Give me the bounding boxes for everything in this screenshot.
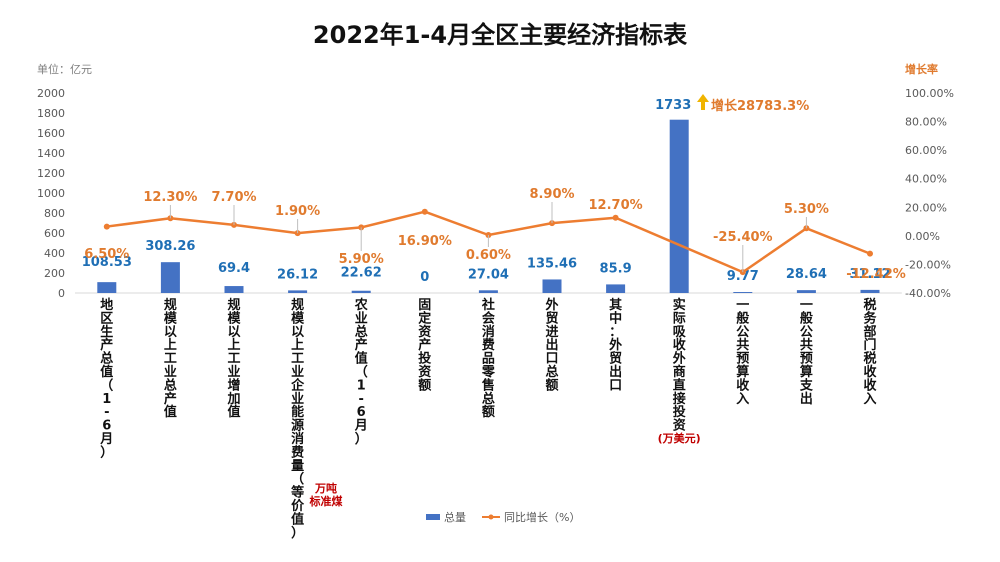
bar-value-label: 28.64 bbox=[786, 267, 827, 282]
up-arrow-icon bbox=[697, 94, 709, 110]
legend-line-marker bbox=[488, 514, 494, 520]
growth-value-label: -25.40% bbox=[713, 230, 773, 245]
legend: 总量 同比增长（%） bbox=[426, 510, 580, 524]
bars-group: 108.53 308.26 69.4 26.12 22.62 0 27.04 135.46 85… bbox=[82, 98, 891, 293]
category-label: 外贸进出口总额 bbox=[544, 297, 558, 393]
chart-title: 2022年1-4月全区主要经济指标表 bbox=[313, 21, 688, 49]
y2-axis-label: 增长率 bbox=[905, 62, 938, 76]
energy-unit-note: 标准煤 bbox=[309, 494, 344, 508]
fdi-growth-label: 增长28783.3% bbox=[711, 98, 809, 114]
growth-value-label: 5.30% bbox=[784, 202, 829, 217]
y-axis-unit-label: 单位：亿元 bbox=[37, 62, 92, 76]
category-label: 地区生产总值（ 1 -6 月） bbox=[99, 297, 113, 460]
y2-tick-label: 80.00% bbox=[905, 116, 947, 129]
growth-point bbox=[421, 208, 428, 215]
bar-value-label: 108.53 bbox=[82, 255, 132, 270]
growth-value-label: -12.42% bbox=[846, 267, 906, 282]
category-labels: 地区生产总值（ 1 -6 月） 规模以上工业总产值 规模以上工业增加值 规模以上工业企业能源… bbox=[99, 297, 877, 541]
category-label: 固定资产投资额 bbox=[417, 298, 431, 393]
category-label: 一般公共预算收入 bbox=[736, 298, 750, 407]
y-tick-label: 800 bbox=[44, 207, 65, 220]
bar bbox=[288, 290, 308, 293]
category-label: 规模以上工业增加值 bbox=[226, 298, 241, 420]
legend-line-label: 同比增长（%） bbox=[504, 510, 580, 524]
energy-unit-note: 万吨 bbox=[314, 481, 337, 495]
legend-bar-swatch bbox=[426, 514, 440, 520]
growth-value-label: 0.60% bbox=[466, 248, 511, 263]
y-tick-label: 1000 bbox=[37, 187, 65, 200]
category-label: 税务部门税收收入 bbox=[863, 297, 877, 407]
bar bbox=[733, 292, 753, 293]
bar bbox=[351, 290, 371, 293]
growth-value-label: 12.30% bbox=[143, 190, 197, 205]
y2-tick-label: -40.00% bbox=[905, 287, 951, 300]
growth-value-label: 16.90% bbox=[398, 234, 452, 249]
bar bbox=[606, 284, 626, 293]
bar-value-label: 26.12 bbox=[277, 267, 318, 282]
bar bbox=[478, 290, 498, 293]
category-label: 社会消费品零售总额 bbox=[481, 297, 496, 420]
category-label: 其中：外贸出口 bbox=[608, 297, 622, 393]
y-tick-label: 1800 bbox=[37, 107, 65, 120]
legend-bar-label: 总量 bbox=[444, 510, 466, 524]
y-tick-label: 1600 bbox=[37, 127, 65, 140]
bar-value-label: 308.26 bbox=[145, 239, 195, 254]
y-tick-label: 1200 bbox=[37, 167, 65, 180]
category-label: 规模以上工业总产值 bbox=[164, 298, 178, 420]
y2-tick-label: 0.00% bbox=[905, 230, 940, 243]
bar bbox=[97, 282, 117, 293]
y2-tick-label: 20.00% bbox=[905, 201, 947, 214]
bar-value-label: 27.04 bbox=[468, 267, 509, 282]
y2-tick-label: 60.00% bbox=[905, 144, 947, 157]
growth-line bbox=[106, 210, 871, 274]
bar bbox=[160, 262, 180, 293]
y-tick-label: 1400 bbox=[37, 147, 65, 160]
growth-value-label: 6.50% bbox=[84, 247, 129, 262]
y-tick-label: 400 bbox=[44, 247, 65, 260]
growth-point bbox=[867, 250, 873, 257]
growth-value-label: 12.70% bbox=[589, 198, 643, 213]
bar-value-label: 31.12 bbox=[849, 267, 890, 282]
bar-value-label: 85.9 bbox=[600, 261, 632, 276]
bar-value-label: 69.4 bbox=[218, 261, 250, 276]
growth-value-label: 1.90% bbox=[275, 204, 320, 219]
category-label: 一般公共预算支出 bbox=[799, 298, 814, 407]
y-tick-label: 200 bbox=[44, 267, 65, 280]
axes: 0 200 400 600 800 1000 1200 1400 1600 1800 2000 -40… bbox=[37, 87, 954, 300]
bar-value-label: 135.46 bbox=[527, 256, 577, 271]
bar bbox=[542, 279, 562, 293]
category-label: 规模以上工业企业能源消费量（等价值） bbox=[290, 298, 305, 541]
growth-point bbox=[612, 214, 619, 221]
bar-value-label: 0 bbox=[420, 270, 429, 285]
bar bbox=[860, 289, 880, 293]
category-label: 实际吸收外商直接投资 bbox=[672, 297, 687, 434]
fdi-unit-note: (万美元) bbox=[658, 431, 701, 445]
y-tick-label: 2000 bbox=[37, 87, 65, 100]
category-label: 农业总产值（ 1 -6 月） bbox=[354, 297, 368, 447]
growth-value-label: 8.90% bbox=[529, 187, 574, 202]
y2-tick-label: -20.00% bbox=[905, 258, 951, 271]
bar bbox=[224, 286, 244, 293]
bar-value-label: 1733 bbox=[655, 98, 691, 113]
growth-value-label: 7.70% bbox=[211, 190, 256, 205]
bar bbox=[796, 290, 816, 293]
bar-value-label: 22.62 bbox=[341, 266, 382, 281]
bar bbox=[669, 119, 689, 293]
y-tick-label: 0 bbox=[58, 287, 65, 300]
y2-tick-label: 100.00% bbox=[905, 87, 954, 100]
growth-line-group: 6.50% 12.30% 7.70% 1.90% 5.90% 16.90% 0.60% 8.9… bbox=[84, 187, 906, 282]
bar-value-label: 9.77 bbox=[727, 269, 759, 284]
growth-point bbox=[103, 223, 110, 230]
growth-value-label: 5.90% bbox=[339, 252, 384, 267]
y-tick-label: 600 bbox=[44, 227, 65, 240]
y2-tick-label: 40.00% bbox=[905, 173, 947, 186]
